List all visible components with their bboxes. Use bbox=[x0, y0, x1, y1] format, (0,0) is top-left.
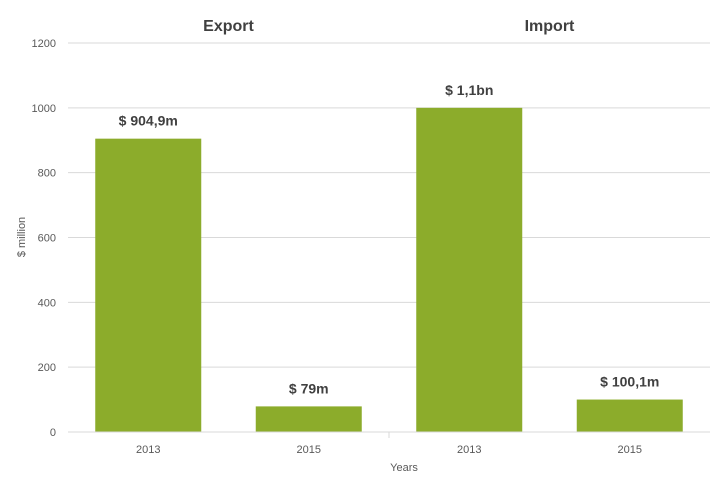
x-tick-label: 2013 bbox=[136, 444, 160, 456]
y-tick-label: 1200 bbox=[32, 38, 56, 50]
y-tick-label: 200 bbox=[38, 362, 56, 374]
bar bbox=[416, 107, 523, 432]
y-axis-title: $ million bbox=[16, 217, 28, 257]
bars bbox=[95, 107, 683, 432]
bar bbox=[255, 406, 362, 432]
data-labels: $ 904,9m $ 79m $ 1,1bn $ 100,1m bbox=[119, 82, 660, 397]
x-axis-ticks: 2013 2015 2013 2015 bbox=[136, 444, 642, 456]
group-title: Export bbox=[203, 18, 254, 35]
data-label: $ 1,1bn bbox=[445, 82, 493, 98]
y-axis-ticks: 0 200 400 600 800 1000 1200 bbox=[32, 38, 56, 439]
x-tick-label: 2015 bbox=[297, 444, 321, 456]
data-label: $ 100,1m bbox=[600, 374, 659, 390]
x-axis-title: Years bbox=[390, 462, 418, 474]
group-titles: Export Import bbox=[203, 18, 575, 35]
x-tick-label: 2013 bbox=[457, 444, 481, 456]
x-tick-label: 2015 bbox=[618, 444, 642, 456]
data-label: $ 904,9m bbox=[119, 113, 178, 129]
bar bbox=[95, 138, 202, 432]
data-label: $ 79m bbox=[289, 380, 329, 396]
group-title: Import bbox=[525, 18, 575, 35]
y-tick-label: 600 bbox=[38, 233, 56, 245]
y-tick-label: 400 bbox=[38, 297, 56, 309]
y-tick-label: 1000 bbox=[32, 103, 56, 115]
y-tick-label: 0 bbox=[50, 427, 56, 439]
y-tick-label: 800 bbox=[38, 168, 56, 180]
bar bbox=[576, 399, 683, 432]
